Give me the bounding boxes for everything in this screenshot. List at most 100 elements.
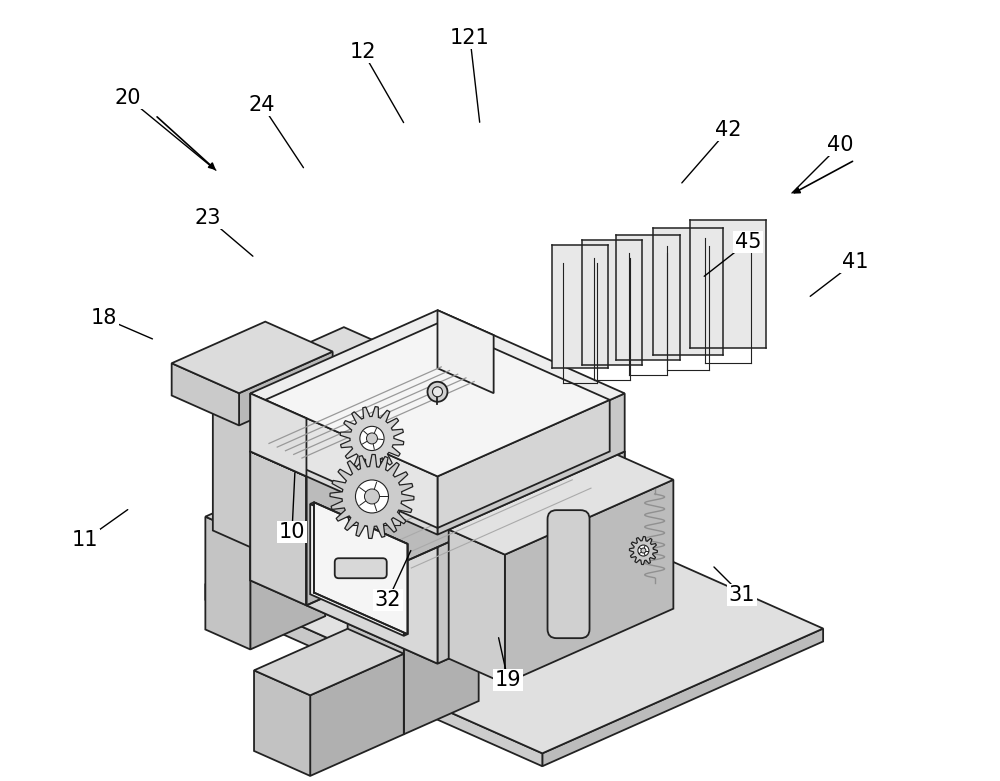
Ellipse shape [360, 473, 384, 476]
Circle shape [641, 548, 646, 553]
Polygon shape [629, 537, 657, 565]
Polygon shape [330, 455, 414, 538]
Bar [364, 508, 366, 518]
Circle shape [364, 489, 379, 504]
Text: 23: 23 [195, 208, 221, 228]
Bar [377, 508, 380, 518]
Polygon shape [239, 351, 333, 426]
Bar [393, 508, 396, 518]
Polygon shape [552, 245, 608, 368]
Polygon shape [437, 400, 610, 528]
Polygon shape [250, 394, 306, 476]
Polygon shape [250, 503, 325, 650]
Polygon shape [254, 670, 310, 776]
Polygon shape [306, 393, 494, 605]
Polygon shape [690, 220, 766, 348]
Circle shape [432, 387, 442, 397]
Polygon shape [437, 310, 494, 393]
Ellipse shape [360, 454, 384, 458]
Polygon shape [250, 394, 437, 535]
Text: 31: 31 [729, 585, 755, 605]
Polygon shape [374, 554, 823, 754]
Bar [361, 508, 363, 518]
Text: 45: 45 [735, 232, 761, 252]
Polygon shape [582, 240, 642, 365]
Polygon shape [310, 504, 404, 636]
Polygon shape [205, 583, 505, 733]
Polygon shape [348, 563, 479, 622]
Ellipse shape [360, 463, 384, 467]
Polygon shape [314, 502, 408, 634]
Text: 19: 19 [495, 670, 521, 690]
Polygon shape [306, 393, 625, 535]
Ellipse shape [360, 477, 384, 481]
Bar [367, 508, 370, 518]
Polygon shape [250, 310, 625, 476]
Bar [351, 508, 353, 518]
Polygon shape [205, 484, 730, 717]
Text: 41: 41 [842, 252, 868, 272]
Polygon shape [449, 530, 505, 683]
FancyBboxPatch shape [548, 510, 590, 638]
Ellipse shape [360, 458, 384, 462]
Polygon shape [250, 368, 494, 476]
Text: 11: 11 [72, 530, 98, 550]
Polygon shape [250, 368, 625, 535]
Text: 32: 32 [375, 590, 401, 610]
Polygon shape [404, 588, 479, 734]
Circle shape [355, 480, 388, 513]
Polygon shape [348, 597, 404, 734]
Ellipse shape [360, 468, 384, 472]
Polygon shape [254, 629, 404, 695]
Polygon shape [542, 629, 823, 766]
Bar [380, 508, 383, 518]
Polygon shape [213, 327, 419, 419]
Polygon shape [250, 451, 306, 605]
Bar [374, 508, 376, 518]
Polygon shape [205, 483, 325, 537]
Polygon shape [374, 679, 542, 766]
Bar [384, 508, 386, 518]
Text: 10: 10 [279, 522, 305, 542]
Polygon shape [265, 323, 610, 476]
Text: 18: 18 [91, 308, 117, 328]
Bar [348, 508, 350, 518]
Polygon shape [310, 502, 408, 546]
Polygon shape [653, 228, 723, 355]
Polygon shape [205, 517, 250, 650]
Text: 121: 121 [450, 28, 490, 48]
Polygon shape [437, 394, 625, 535]
Circle shape [366, 433, 377, 444]
Polygon shape [250, 451, 437, 664]
Bar [354, 508, 357, 518]
Text: 24: 24 [249, 95, 275, 115]
Ellipse shape [360, 449, 384, 453]
Polygon shape [288, 361, 419, 564]
Polygon shape [172, 322, 333, 393]
Text: 20: 20 [115, 88, 141, 108]
Polygon shape [172, 363, 239, 426]
Polygon shape [437, 451, 625, 664]
Bar [397, 508, 399, 518]
Circle shape [638, 545, 649, 556]
Text: 12: 12 [350, 42, 376, 62]
Bar [387, 508, 389, 518]
Polygon shape [340, 407, 404, 470]
Polygon shape [404, 544, 408, 636]
Bar [348, 518, 400, 526]
Polygon shape [265, 400, 437, 528]
Circle shape [427, 382, 447, 401]
FancyBboxPatch shape [335, 558, 387, 578]
Text: 42: 42 [715, 120, 741, 140]
Polygon shape [505, 480, 673, 683]
Bar [357, 508, 360, 518]
Polygon shape [310, 654, 404, 776]
Bar [390, 508, 393, 518]
Bar [371, 508, 373, 518]
Text: 40: 40 [827, 135, 853, 155]
Polygon shape [306, 476, 437, 664]
Ellipse shape [360, 440, 384, 444]
Polygon shape [505, 617, 730, 733]
Circle shape [360, 426, 384, 451]
Ellipse shape [360, 444, 384, 448]
